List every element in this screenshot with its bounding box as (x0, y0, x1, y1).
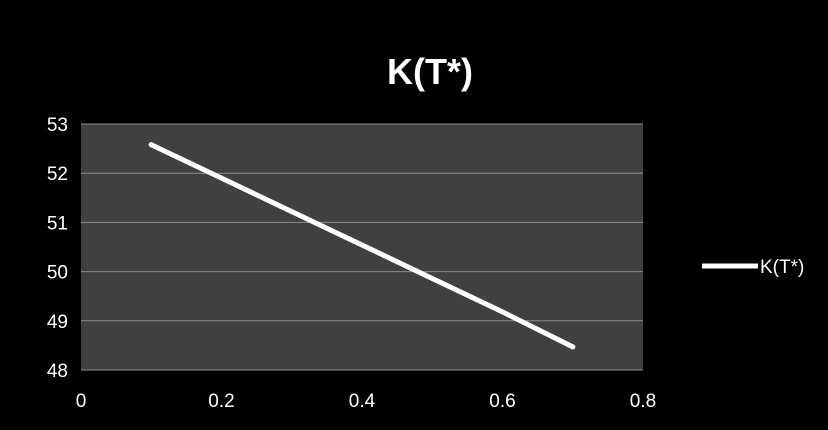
legend-label: K(T*) (760, 257, 804, 278)
y-axis: 48 49 50 51 52 53 (47, 115, 68, 382)
y-tick-label: 52 (47, 164, 68, 185)
data-point (219, 175, 224, 181)
x-tick-label: 0.8 (630, 391, 656, 412)
series-layer (148, 142, 576, 350)
data-point (500, 309, 505, 315)
x-tick-label: 0 (76, 391, 87, 412)
x-axis: 0 0.2 0.4 0.6 0.8 (76, 391, 657, 412)
data-point (289, 209, 295, 215)
data-point (570, 344, 576, 350)
y-tick-label: 50 (47, 263, 68, 284)
gridlines (81, 123, 643, 371)
y-tick-label: 48 (47, 361, 68, 382)
chart-title: K(T*) (387, 51, 473, 92)
x-tick-label: 0.2 (208, 391, 234, 412)
data-point (359, 242, 365, 248)
data-point (148, 142, 154, 148)
y-tick-label: 51 (47, 213, 68, 234)
x-tick-label: 0.4 (349, 391, 376, 412)
legend: K(T*) (702, 257, 804, 278)
y-tick-label: 53 (47, 115, 68, 136)
data-point (429, 275, 435, 281)
y-tick-label: 49 (47, 312, 68, 333)
x-tick-label: 0.6 (489, 391, 515, 412)
